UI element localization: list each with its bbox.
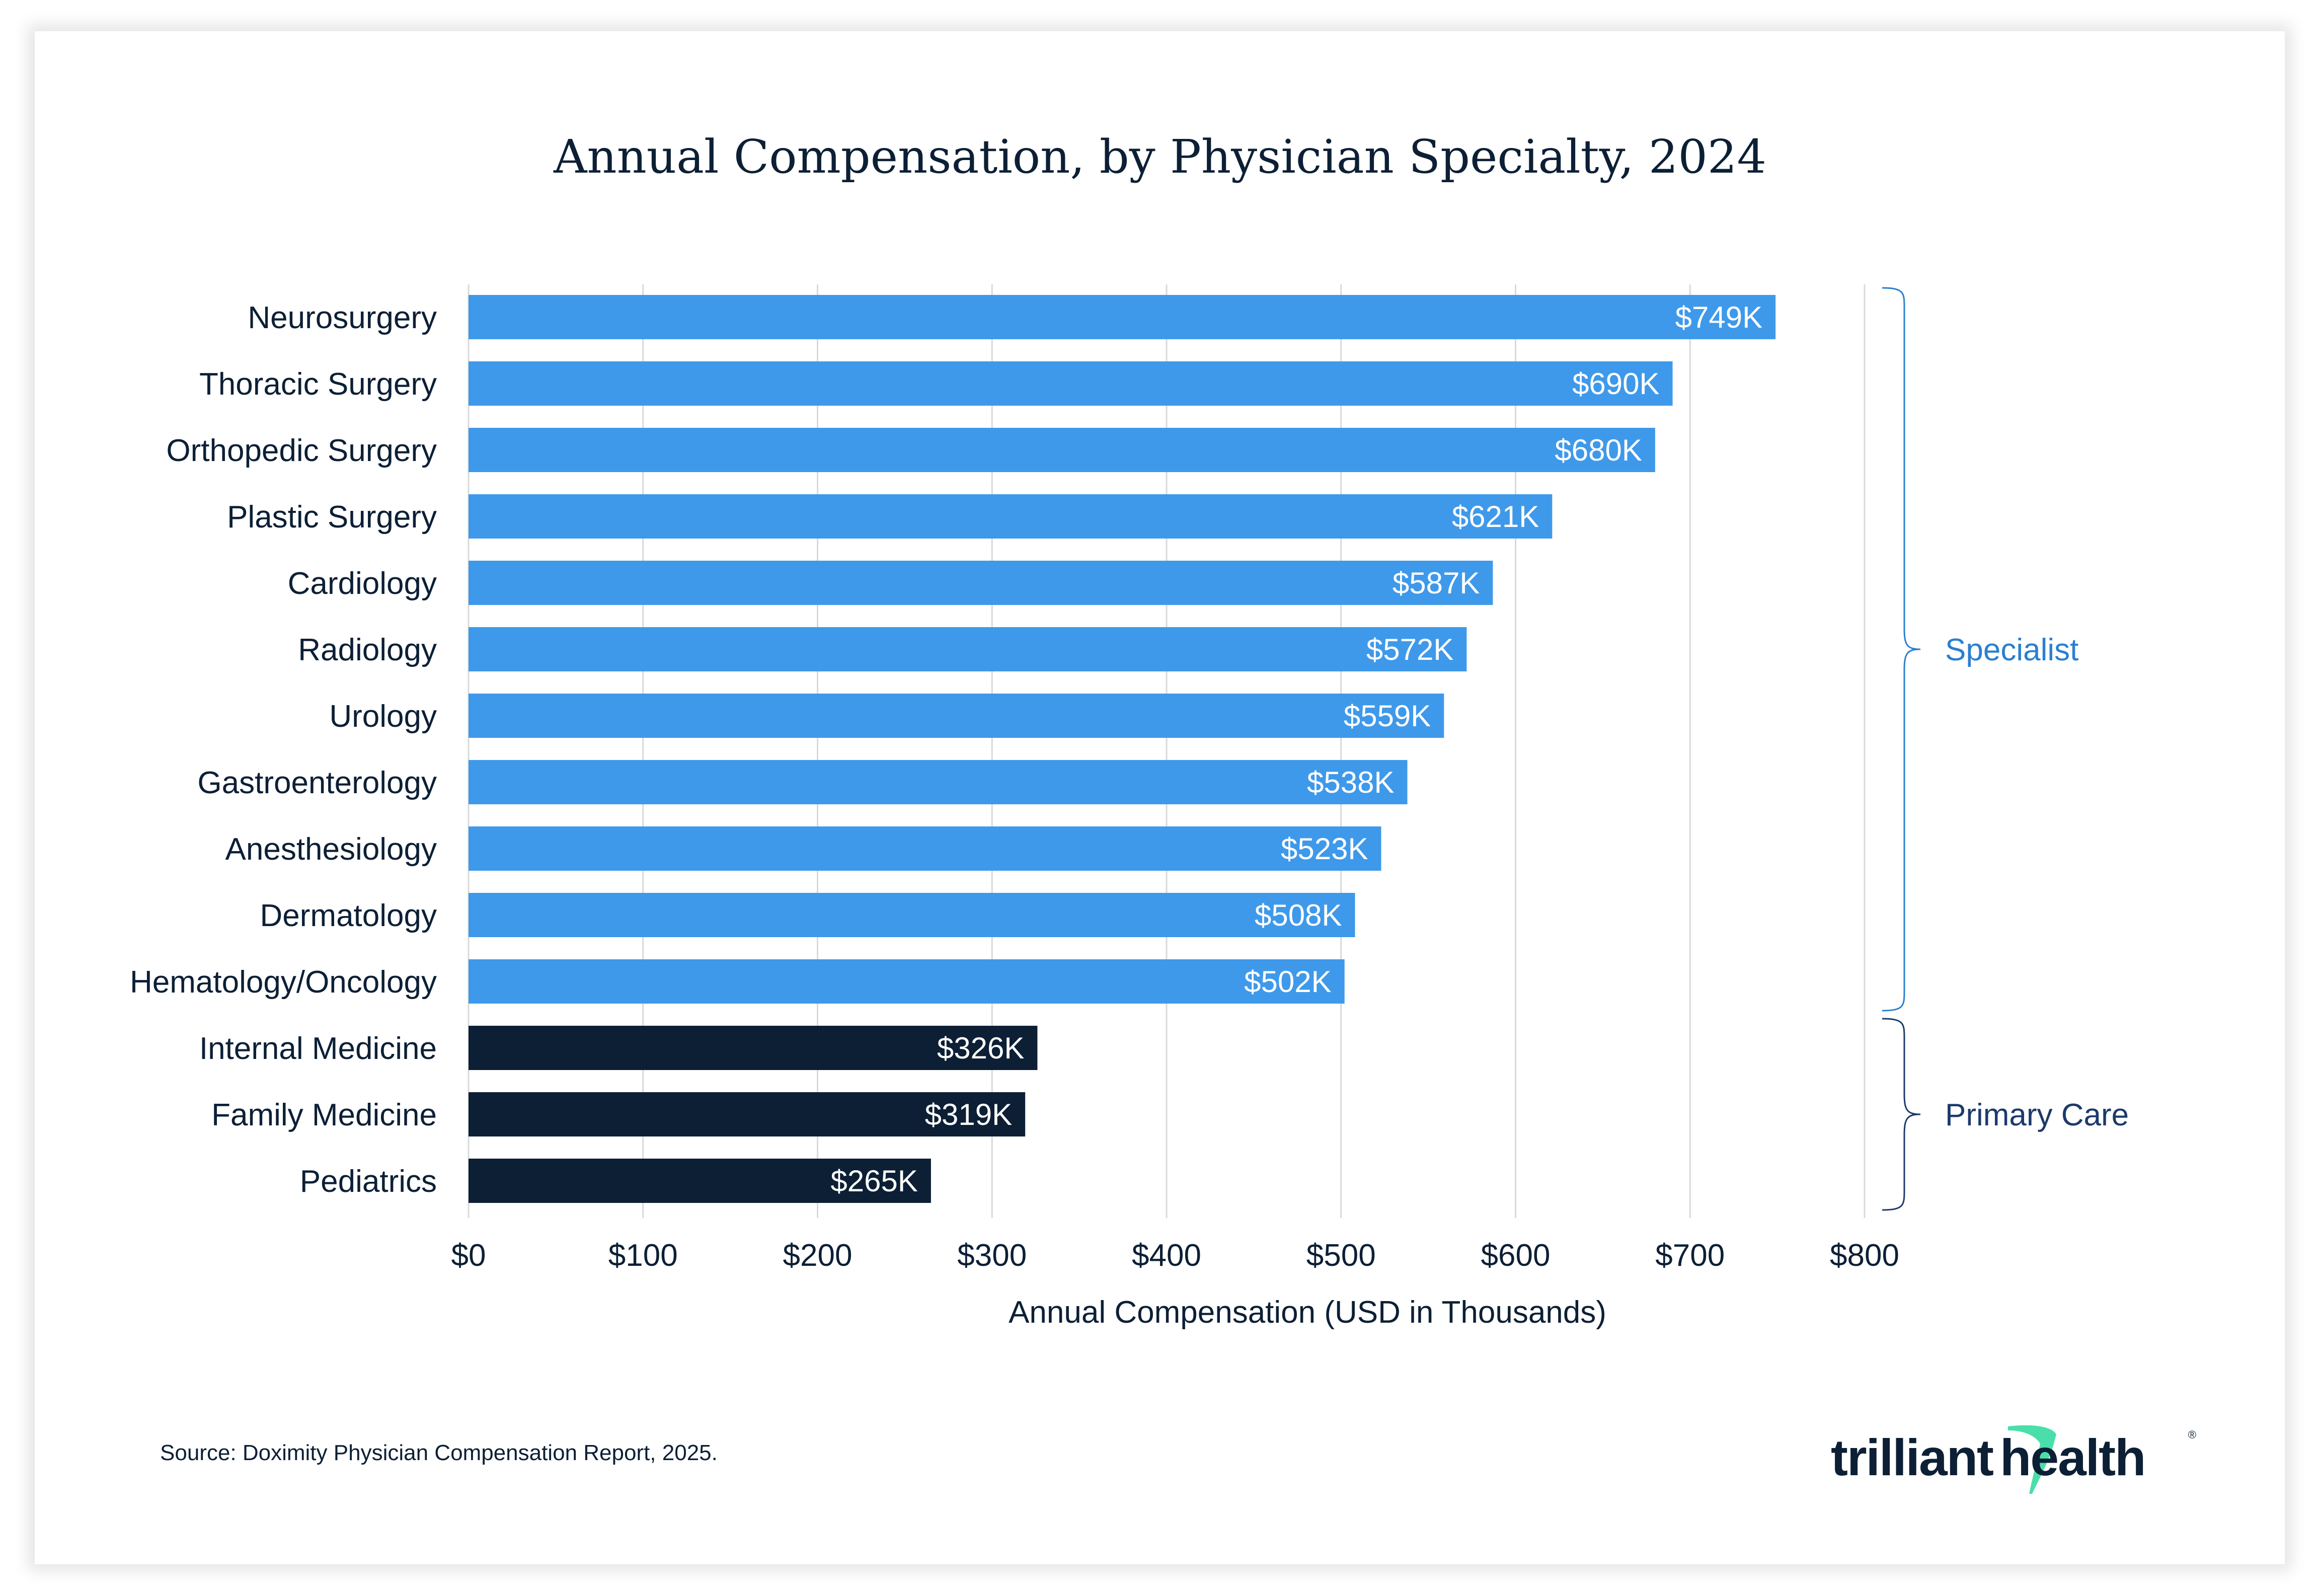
logo-swoosh-icon: [2008, 1425, 2056, 1494]
bar-radiology: [469, 627, 1467, 671]
category-label: Plastic Surgery: [227, 500, 437, 535]
value-label: $680K: [1555, 433, 1642, 467]
value-label: $690K: [1572, 367, 1660, 401]
category-label: Thoracic Surgery: [199, 367, 437, 402]
group-label-specialist: Specialist: [1945, 633, 2078, 667]
category-label: Cardiology: [288, 566, 437, 601]
category-label: Anesthesiology: [225, 832, 437, 867]
bar-gastroenterology: [469, 760, 1408, 804]
category-label: Urology: [329, 699, 437, 734]
x-tick-label: $400: [1132, 1238, 1201, 1273]
x-tick-label: $800: [1830, 1238, 1899, 1273]
bar-urology: [469, 694, 1444, 738]
value-label: $523K: [1281, 832, 1368, 866]
value-label: $326K: [937, 1031, 1025, 1065]
category-label: Internal Medicine: [199, 1031, 437, 1066]
chart-title: Annual Compensation, by Physician Specia…: [553, 130, 1766, 184]
x-tick-labels: $0 $100 $200 $300 $400 $500 $600 $700 $800: [451, 1238, 1899, 1273]
bar-cardiology: [469, 561, 1493, 605]
brace-primary-care: [1882, 1018, 1921, 1211]
bar-family-medicine: [469, 1092, 1026, 1136]
category-label: Hematology/Oncology: [130, 965, 437, 1000]
group-braces: Specialist Primary Care: [1882, 287, 2129, 1211]
value-label: $587K: [1393, 566, 1480, 600]
x-tick-label: $600: [1481, 1238, 1551, 1273]
bar-plastic-surgery: [469, 494, 1553, 539]
group-label-primary-care: Primary Care: [1945, 1098, 2129, 1132]
value-label: $265K: [830, 1164, 918, 1198]
category-label: Pediatrics: [300, 1164, 437, 1199]
source-note: Source: Doximity Physician Compensation …: [160, 1440, 718, 1465]
category-label: Dermatology: [260, 898, 437, 933]
bar-hematology-oncology: [469, 959, 1345, 1004]
value-label: $538K: [1307, 766, 1395, 799]
value-label: $572K: [1366, 633, 1454, 666]
category-label: Orthopedic Surgery: [166, 433, 437, 468]
bar-pediatrics: [469, 1159, 931, 1203]
x-tick-label: $200: [783, 1238, 853, 1273]
x-tick-label: $500: [1306, 1238, 1376, 1273]
category-label: Family Medicine: [211, 1098, 437, 1132]
category-label: Gastroenterology: [197, 766, 437, 800]
gridlines: [468, 284, 1866, 1218]
category-label: Radiology: [298, 633, 437, 667]
category-labels: Neurosurgery Thoracic Surgery Orthopedic S…: [130, 300, 437, 1199]
bars: [469, 295, 1776, 1203]
x-axis-title: Annual Compensation (USD in Thousands): [1009, 1295, 1606, 1330]
x-tick-label: $0: [451, 1238, 486, 1273]
registered-mark: ®: [2188, 1428, 2196, 1441]
logo-word-trilliant: trilliant: [1831, 1429, 1994, 1486]
value-label: $559K: [1344, 699, 1431, 733]
value-label: $319K: [925, 1098, 1013, 1131]
bar-thoracic-surgery: [469, 361, 1673, 406]
bar-anesthesiology: [469, 826, 1381, 871]
x-tick-label: $100: [608, 1238, 678, 1273]
trilliant-health-logo: trilliant health ®: [1831, 1419, 2196, 1494]
value-label: $508K: [1255, 898, 1342, 932]
bar-neurosurgery: [469, 295, 1776, 339]
bar-internal-medicine: [469, 1026, 1038, 1070]
value-label: $621K: [1452, 500, 1539, 534]
value-labels: $749K $690K $680K $621K $587K $572K $559K $538K…: [830, 300, 1762, 1198]
logo-wordmark: trilliant health: [1831, 1428, 2146, 1487]
bar-dermatology: [469, 893, 1355, 937]
x-tick-label: $300: [957, 1238, 1027, 1273]
brace-specialist: [1882, 287, 1921, 1012]
logo-word-health: health: [2000, 1429, 2146, 1486]
category-label: Neurosurgery: [248, 300, 437, 335]
x-tick-label: $700: [1655, 1238, 1725, 1273]
bar-orthopedic-surgery: [469, 428, 1655, 472]
value-label: $502K: [1244, 965, 1332, 999]
value-label: $749K: [1675, 300, 1763, 334]
